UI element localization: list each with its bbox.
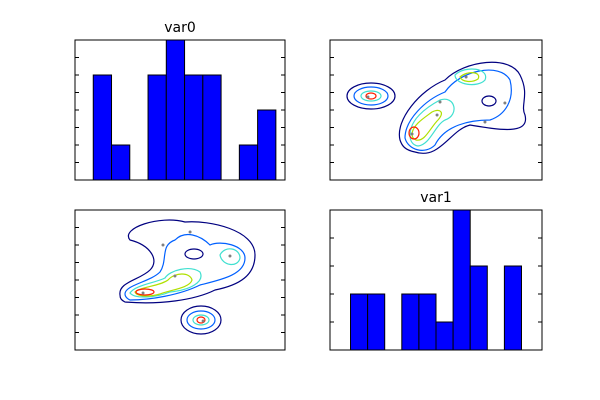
histogram-bar [503, 265, 522, 351]
histogram-bar [238, 144, 259, 181]
scatter-point [201, 319, 205, 323]
scatter-point [366, 95, 370, 99]
histogram-bar [165, 39, 186, 181]
histogram-bar [367, 293, 386, 351]
histogram-bar [202, 74, 222, 181]
scatter-point [228, 254, 232, 258]
panel-frame [329, 39, 543, 181]
panel-frame [74, 39, 286, 181]
scatter-point [438, 100, 442, 104]
scatter-point [188, 230, 192, 234]
scatter-point [464, 75, 468, 79]
histogram-bar [418, 293, 437, 351]
scatter-point [410, 132, 414, 136]
contours-bottom-left [119, 219, 256, 335]
histogram-bar [350, 293, 369, 351]
scatter-point [483, 120, 487, 124]
histogram-bar [147, 74, 167, 181]
scatter-point [503, 101, 507, 105]
histogram-bar [401, 293, 420, 351]
scatter-point [173, 274, 177, 278]
contours-top-right [346, 61, 527, 154]
panel-title: var0 [164, 20, 196, 36]
panel-title: var1 [420, 190, 452, 206]
scatter-point [141, 291, 145, 295]
histogram-bar [92, 74, 113, 181]
histogram-bar [435, 321, 454, 351]
histogram-bar [257, 109, 277, 181]
histogram-bar [452, 209, 471, 351]
panel-frame [329, 209, 543, 351]
histogram-bar [469, 265, 488, 351]
histogram-bar [184, 74, 204, 181]
panel-frame [74, 209, 286, 351]
scatter-point [161, 243, 165, 247]
scatter-point [435, 113, 439, 117]
histogram-bar [111, 144, 131, 181]
